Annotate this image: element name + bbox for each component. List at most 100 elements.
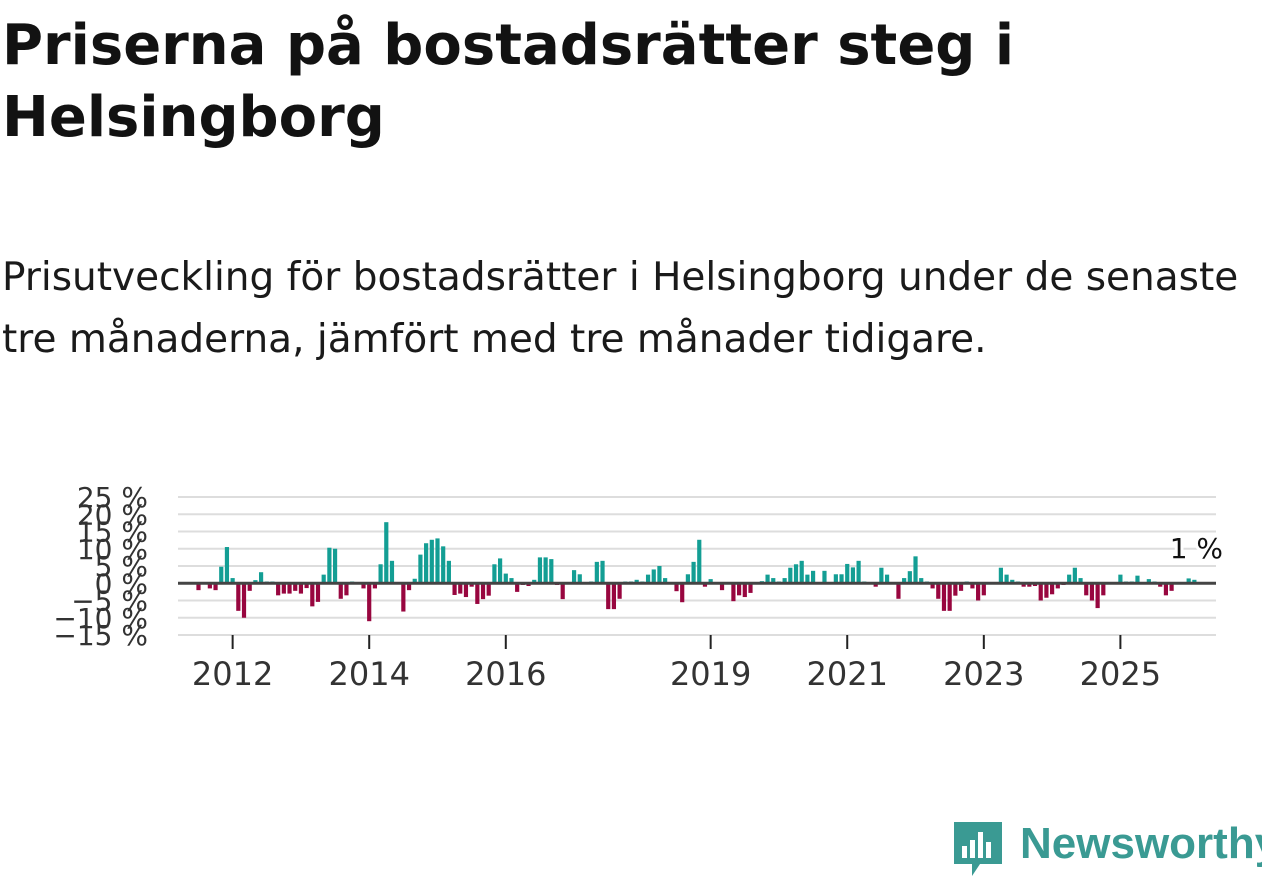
bar xyxy=(1118,574,1123,584)
bar xyxy=(230,578,235,584)
bar xyxy=(1004,574,1009,584)
bar xyxy=(549,559,554,584)
bar xyxy=(287,583,292,594)
bar xyxy=(492,564,497,584)
bar xyxy=(617,583,622,599)
bar xyxy=(998,567,1003,584)
bar xyxy=(475,583,480,604)
bar xyxy=(469,583,474,587)
brand-name: Newsworthy xyxy=(1020,819,1262,868)
x-tick-label: 2025 xyxy=(1080,655,1161,693)
bar xyxy=(384,522,389,584)
bar xyxy=(367,583,372,622)
bar xyxy=(907,571,912,584)
bar xyxy=(258,572,264,584)
bar xyxy=(509,578,514,584)
bar xyxy=(839,574,844,584)
bar xyxy=(1186,578,1191,584)
bar xyxy=(1027,583,1032,587)
bar xyxy=(310,583,315,607)
bar xyxy=(645,574,651,584)
chart-subtitle: Prisutveckling för bostadsrätter i Helsi… xyxy=(2,255,1239,362)
bar xyxy=(845,563,850,584)
bar xyxy=(663,578,668,584)
bar xyxy=(315,583,321,602)
bar xyxy=(805,574,810,584)
bar xyxy=(338,583,343,599)
bar xyxy=(196,583,201,591)
bar xyxy=(856,560,861,584)
bar xyxy=(1101,583,1106,596)
bar xyxy=(930,583,935,589)
y-tick-label: −15 % xyxy=(53,619,148,652)
bar xyxy=(463,583,469,598)
bar xyxy=(406,583,412,591)
bar xyxy=(685,574,690,584)
newsworthy-logo: Newsworthy xyxy=(950,818,1262,878)
y-tick-label: 25 % xyxy=(77,481,148,514)
bar xyxy=(486,583,491,596)
bar xyxy=(606,583,611,610)
bar xyxy=(947,583,952,611)
y-tick-label: 15 % xyxy=(77,516,148,549)
bar xyxy=(873,583,878,587)
bar xyxy=(822,570,827,584)
bar xyxy=(810,570,816,584)
y-tick-label: −5 % xyxy=(71,585,148,618)
bar xyxy=(298,583,304,594)
bar xyxy=(674,583,679,592)
bar xyxy=(435,538,440,584)
bar xyxy=(458,583,463,594)
bar xyxy=(958,583,964,591)
bar xyxy=(503,573,508,584)
bar xyxy=(1038,583,1043,601)
bar xyxy=(850,567,856,584)
bar xyxy=(1055,583,1060,589)
bar xyxy=(902,578,907,584)
bar xyxy=(480,583,486,600)
bar xyxy=(418,554,423,584)
bar xyxy=(241,583,247,618)
bar xyxy=(1158,583,1163,587)
bar xyxy=(1067,574,1072,584)
x-tick-label: 2021 xyxy=(807,655,888,693)
bar xyxy=(611,583,617,610)
bar xyxy=(1021,583,1026,587)
bar xyxy=(1089,583,1095,601)
bar xyxy=(332,548,338,584)
bar xyxy=(304,583,309,589)
bar xyxy=(276,583,281,596)
bar xyxy=(1192,579,1197,584)
bar xyxy=(327,547,332,584)
bar xyxy=(247,583,252,591)
bar xyxy=(651,569,656,584)
bar xyxy=(953,583,958,596)
bar xyxy=(498,558,503,584)
bar xyxy=(657,566,662,584)
bar xyxy=(412,578,417,584)
axis-layer xyxy=(178,581,1216,649)
bar xyxy=(1146,579,1151,584)
bar xyxy=(697,539,702,584)
x-tick-label: 2019 xyxy=(670,655,751,693)
bar xyxy=(691,561,696,584)
y-tick-label: 20 % xyxy=(77,498,148,531)
bar xyxy=(1010,579,1015,584)
bar xyxy=(742,583,747,598)
bar xyxy=(1169,583,1174,591)
bar xyxy=(941,583,947,611)
bar xyxy=(976,583,981,601)
bar xyxy=(788,567,793,584)
bar xyxy=(1050,583,1055,595)
bar xyxy=(532,579,537,584)
grid-layer xyxy=(178,496,1216,636)
bar xyxy=(378,564,383,584)
y-tick-label: 0 % xyxy=(95,567,148,600)
bar xyxy=(424,543,429,584)
bar xyxy=(213,583,218,591)
bar xyxy=(429,539,434,584)
bar xyxy=(1084,583,1089,596)
bar xyxy=(702,583,708,587)
bar xyxy=(771,578,776,584)
x-tick-label: 2012 xyxy=(192,655,273,693)
